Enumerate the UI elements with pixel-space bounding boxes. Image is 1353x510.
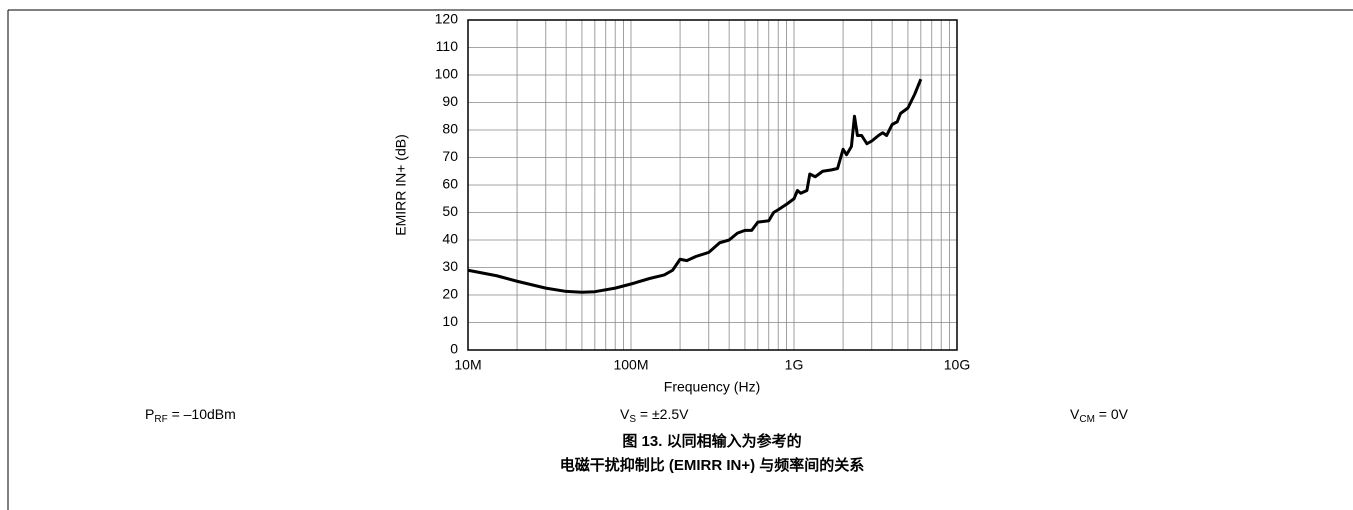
y-tick-label: 60 bbox=[442, 176, 458, 192]
note: VCM = 0V bbox=[1070, 406, 1129, 425]
y-tick-label: 90 bbox=[442, 93, 458, 109]
y-tick-label: 10 bbox=[442, 313, 458, 329]
y-tick-label: 50 bbox=[442, 203, 458, 219]
x-axis-label: Frequency (Hz) bbox=[664, 379, 760, 395]
data-line bbox=[467, 78, 923, 294]
y-tick-label: 110 bbox=[436, 38, 459, 54]
x-tick-label: 10M bbox=[454, 357, 481, 373]
plot-frame bbox=[467, 19, 958, 351]
y-tick-label: 100 bbox=[435, 66, 459, 82]
y-axis-label: EMIRR IN+ (dB) bbox=[393, 134, 409, 236]
y-tick-label: 0 bbox=[450, 341, 458, 357]
note: PRF = –10dBm bbox=[145, 406, 236, 425]
y-tick-label: 70 bbox=[442, 148, 458, 164]
y-tick-label: 80 bbox=[442, 121, 458, 137]
note: VS = ±2.5V bbox=[620, 406, 689, 425]
x-tick-label: 10G bbox=[944, 357, 970, 373]
x-tick-label: 1G bbox=[785, 357, 804, 373]
caption: 电磁干扰抑制比 (EMIRR IN+) 与频率间的关系 bbox=[560, 456, 865, 474]
caption: 图 13. 以同相输入为参考的 bbox=[622, 432, 801, 450]
y-tick-label: 40 bbox=[442, 231, 458, 247]
x-tick-label: 100M bbox=[613, 357, 648, 373]
y-tick-label: 30 bbox=[442, 258, 458, 274]
y-tick-label: 20 bbox=[442, 286, 458, 302]
y-tick-label: 120 bbox=[435, 11, 459, 27]
